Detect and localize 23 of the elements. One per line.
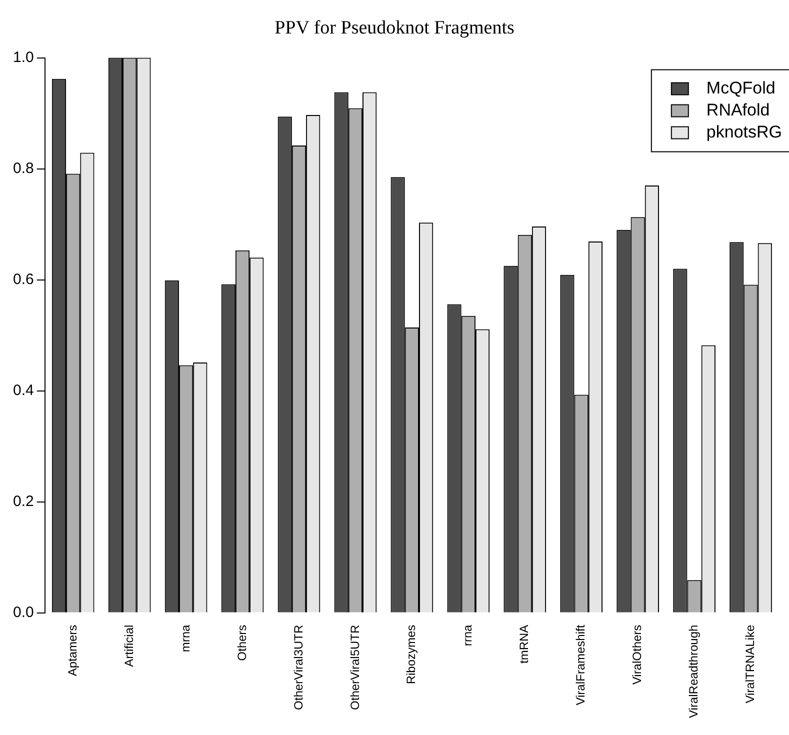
x-tick-label: ViralReadthrough <box>686 624 701 718</box>
y-tick-label: 0.0 <box>12 604 34 621</box>
legend-label: McQFold <box>706 78 776 98</box>
x-tick-label: OtherViral5UTR <box>348 624 362 710</box>
x-tick-label: Others <box>234 624 249 661</box>
x-tick-label: mrna <box>178 624 192 652</box>
legend-label: pknotsRG <box>706 122 782 142</box>
x-tick-label: OtherViral3UTR <box>291 624 306 710</box>
y-tick-label: 0.8 <box>12 160 34 177</box>
y-tick-label: 0.2 <box>12 492 34 510</box>
y-tick-label: 1.0 <box>12 48 34 66</box>
x-tick-label: Aptamers <box>65 624 80 676</box>
chart-title: PPV for Pseudoknot Fragments <box>274 17 514 38</box>
x-tick-label: Ribozymes <box>404 624 418 684</box>
y-tick-label: 0.6 <box>12 270 34 288</box>
x-tick-label: Artificial <box>122 624 136 667</box>
x-tick-label: ViralOthers <box>630 624 644 685</box>
legend-label: RNAfold <box>706 100 770 120</box>
x-tick-label: tmRNA <box>517 624 532 664</box>
x-tick-label: ViralTRNALike <box>743 624 758 704</box>
y-tick-label: 0.4 <box>12 382 34 399</box>
x-tick-label: ViralFrameshift <box>574 624 588 706</box>
x-tick-label: rrna <box>460 624 475 646</box>
